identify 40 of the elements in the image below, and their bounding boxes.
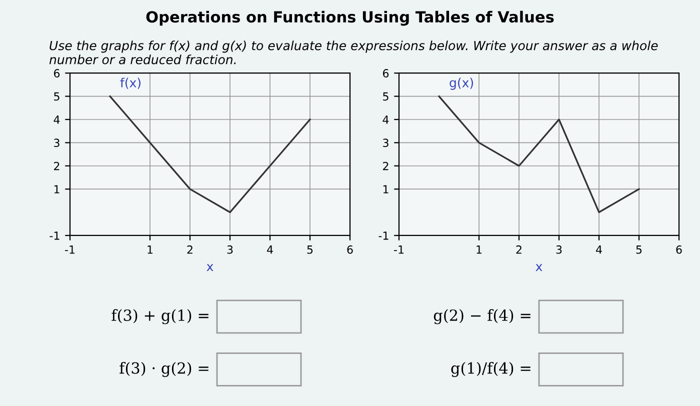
- x-tick-label: 3: [556, 245, 562, 254]
- y-tick-label: 2: [383, 162, 388, 170]
- x-tick-label: 3: [227, 245, 233, 254]
- y-tick-label: 5: [54, 92, 60, 101]
- text: f(3) + g(1) =: [112, 309, 208, 324]
- x-tick-label: 6: [676, 245, 682, 254]
- y-tick-label: 1: [383, 185, 388, 194]
- x-tick-label: 5: [307, 246, 313, 254]
- y-tick-label: 1: [54, 185, 60, 194]
- x-tick-label: 2: [187, 245, 192, 254]
- y-tick-label: 3: [54, 138, 60, 148]
- y-tick-label: 6: [382, 69, 389, 78]
- y-tick-label: 2: [54, 162, 60, 170]
- x-tick-label: -1: [394, 246, 404, 254]
- line-series: [438, 95, 640, 214]
- x-axis-title: x: [206, 264, 214, 272]
- y-tick-label: -1: [50, 232, 60, 240]
- text: f(3) · g(2) =: [120, 362, 208, 377]
- text: g(1)/f(4) =: [451, 362, 530, 377]
- y-tick-label: 5: [383, 92, 388, 101]
- y-tick-label: 4: [382, 116, 389, 124]
- y-tick-label: -1: [378, 232, 388, 240]
- x-tick-label: 4: [267, 246, 273, 254]
- x-axis-title: x: [536, 264, 542, 272]
- y-tick-label: 4: [54, 116, 60, 124]
- x-tick-label: 2: [516, 245, 522, 254]
- y-tick-label: 3: [383, 138, 388, 148]
- x-tick-label: -1: [65, 246, 75, 254]
- x-tick-label: 6: [347, 245, 353, 254]
- chart-subtitle: Use the graphs for f(x) and g(x) to evaluate the expressions below. Write your answer as a whole number or a reduced fraction.: [49, 40, 658, 64]
- x-tick-label: 5: [636, 246, 642, 254]
- text: g(2) − f(4) =: [434, 309, 530, 324]
- x-tick-label: 1: [476, 246, 482, 254]
- line-series: [109, 95, 311, 214]
- series-label: g(x): [450, 78, 474, 90]
- x-tick-label: 1: [148, 246, 153, 254]
- series-label: f(x): [120, 78, 140, 89]
- y-tick-label: 6: [54, 69, 60, 78]
- chart-title: Operations on Functions Using Tables of Values: [146, 10, 554, 26]
- x-tick-label: 4: [596, 246, 602, 254]
